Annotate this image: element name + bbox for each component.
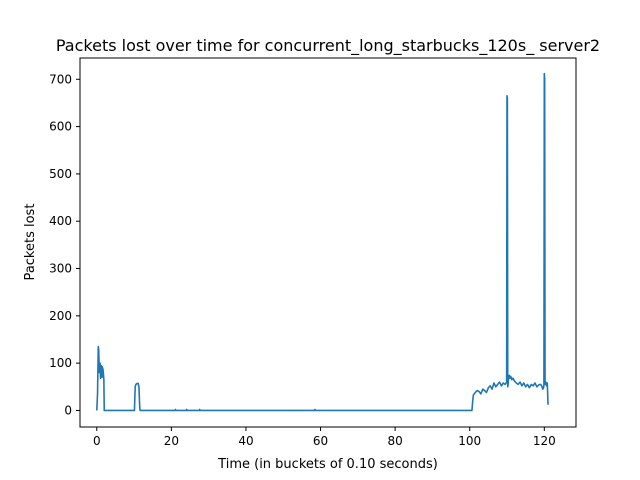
y-axis-label: Packets lost <box>23 204 38 281</box>
y-tick-label: 400 <box>49 214 72 228</box>
x-tick-label: 100 <box>458 434 481 448</box>
chart-title: Packets lost over time for concurrent_lo… <box>56 36 600 56</box>
x-axis-ticks: 0 20 40 60 80 100 120 <box>93 427 556 448</box>
x-tick-label: 80 <box>387 434 402 448</box>
y-axis-ticks: 0 100 200 300 400 500 600 700 <box>49 72 80 417</box>
x-tick-label: 20 <box>164 434 179 448</box>
series-line <box>95 72 549 412</box>
x-tick-label: 0 <box>93 434 101 448</box>
x-tick-label: 60 <box>313 434 328 448</box>
y-tick-label: 600 <box>49 120 72 134</box>
x-tick-label: 120 <box>533 434 556 448</box>
y-tick-label: 300 <box>49 262 72 276</box>
y-tick-label: 100 <box>49 356 72 370</box>
y-tick-label: 700 <box>49 72 72 86</box>
plot-area <box>79 57 577 428</box>
series-layer <box>95 72 549 412</box>
y-tick-label: 500 <box>49 167 72 181</box>
axes-frame <box>79 57 577 428</box>
y-tick-label: 0 <box>64 403 72 417</box>
y-tick-label: 200 <box>49 309 72 323</box>
x-axis-label: Time (in buckets of 0.10 seconds) <box>217 457 438 472</box>
x-tick-label: 40 <box>238 434 253 448</box>
